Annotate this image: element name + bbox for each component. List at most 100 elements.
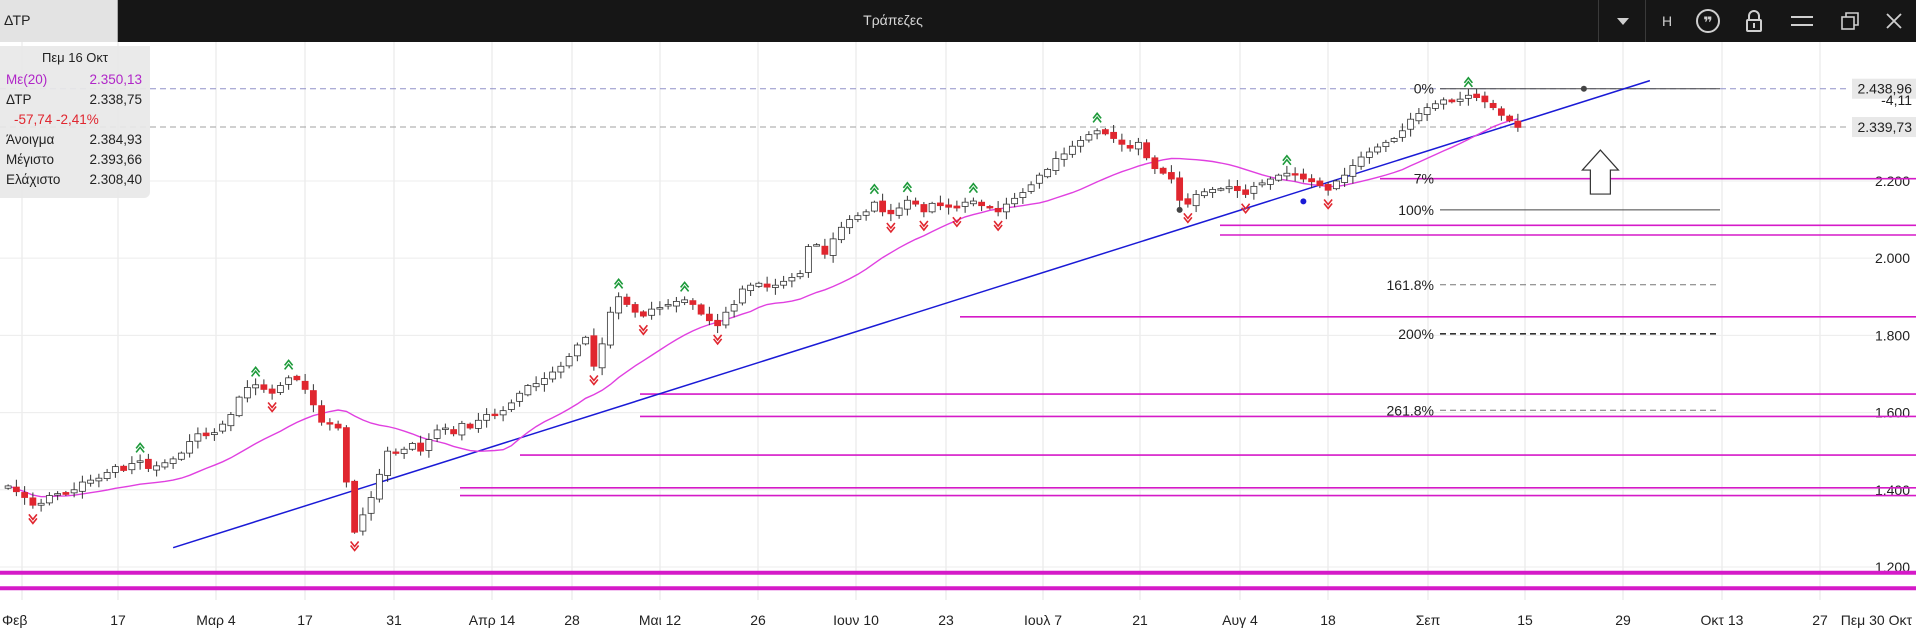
- chevron-down-button[interactable]: [1605, 0, 1641, 42]
- candle: [1209, 189, 1217, 193]
- candle: [903, 199, 911, 210]
- candle: [235, 396, 243, 417]
- candle: [425, 439, 433, 451]
- x-tick-label: Πεμ 30 Οκτ: [1841, 612, 1913, 628]
- y-tick-label: 1.600: [1875, 405, 1910, 421]
- quote-button[interactable]: ❞: [1688, 0, 1728, 42]
- candle: [1126, 145, 1134, 149]
- trendline: [172, 79, 1651, 549]
- candle: [1217, 188, 1225, 191]
- candle: [672, 301, 680, 307]
- candle: [738, 288, 746, 304]
- candle: [747, 284, 755, 291]
- signal-up-icon: [1092, 112, 1102, 123]
- candle: [491, 413, 499, 417]
- close-icon: [1886, 13, 1902, 29]
- candle: [615, 296, 623, 314]
- candle: [1374, 146, 1382, 153]
- candle: [1440, 99, 1448, 105]
- x-tick-label: 27: [1812, 612, 1828, 628]
- candle: [375, 473, 383, 500]
- candle: [648, 308, 656, 316]
- close-button[interactable]: [1874, 0, 1914, 42]
- open-label: Άνοιγμα: [6, 132, 55, 147]
- candle: [417, 442, 425, 452]
- signal-down-icon: [713, 334, 723, 346]
- candle: [1077, 140, 1085, 147]
- candle: [499, 410, 507, 416]
- restore-icon: [1841, 12, 1859, 30]
- svg-text:❞: ❞: [1703, 13, 1712, 32]
- candle: [1332, 180, 1340, 190]
- fib-label: 161.8%: [1387, 277, 1434, 293]
- candle: [590, 335, 598, 367]
- candle: [1002, 203, 1010, 213]
- candle: [1407, 118, 1415, 130]
- signal-down-icon: [886, 222, 896, 234]
- candle: [1035, 174, 1043, 184]
- signal-down-icon: [589, 374, 599, 386]
- candle: [854, 215, 862, 220]
- candle: [45, 495, 53, 504]
- candle: [62, 492, 70, 495]
- candle: [1423, 107, 1431, 115]
- candle: [1497, 108, 1505, 116]
- candle: [1365, 151, 1373, 158]
- h-button[interactable]: H: [1661, 13, 1673, 29]
- candle: [788, 277, 796, 282]
- candle: [186, 441, 194, 454]
- candle: [639, 311, 647, 317]
- candle: [763, 283, 771, 288]
- candle: [1101, 129, 1109, 135]
- candle: [29, 497, 37, 506]
- candle: [912, 200, 920, 205]
- ohlc-info-panel: Πεμ 16 Οκτ Με(20) 2.350,13 ΔΤΡ 2.338,75 …: [0, 46, 150, 198]
- candle: [466, 423, 474, 429]
- candle: [879, 200, 887, 213]
- candle: [1506, 115, 1514, 122]
- x-tick-label: 23: [938, 612, 954, 628]
- candle: [1143, 142, 1151, 159]
- ma-tag: -4,11: [1881, 92, 1912, 108]
- candle: [887, 209, 895, 215]
- candle: [1184, 198, 1192, 205]
- signal-up-icon: [680, 281, 690, 292]
- candle: [202, 432, 210, 437]
- candle: [252, 384, 260, 389]
- candle: [1085, 134, 1093, 141]
- y-tick-label: 2.000: [1875, 250, 1910, 266]
- candle: [87, 479, 95, 484]
- signal-down-icon: [1323, 198, 1333, 210]
- signal-up-icon: [1282, 154, 1292, 166]
- fib-label: 100%: [1398, 202, 1434, 218]
- x-tick-label: 28: [564, 612, 580, 628]
- candle: [1464, 94, 1472, 99]
- menu-button[interactable]: [1782, 0, 1822, 42]
- chevron-down-icon: [1617, 18, 1629, 25]
- chart-area[interactable]: 1.200 1.400 1.600 1.800 2.000 2.200 Φεβ 17 Μαρ 4…: [0, 42, 1916, 632]
- low-row: Ελάχιστο 2.308,40: [6, 172, 142, 190]
- signal-up-icon: [902, 181, 912, 193]
- candle: [681, 299, 689, 303]
- lock-button[interactable]: [1736, 0, 1772, 42]
- lock-icon: [1746, 10, 1762, 32]
- candle: [293, 375, 301, 381]
- low-label: Ελάχιστο: [6, 172, 61, 187]
- symbol-tab[interactable]: ΔΤΡ: [0, 0, 118, 42]
- fib-anchor-top: [1580, 85, 1587, 92]
- candle: [1151, 157, 1159, 170]
- restore-button[interactable]: [1830, 0, 1870, 42]
- candle: [458, 422, 466, 436]
- moving-average-line: [7, 118, 1519, 498]
- candle: [120, 465, 128, 471]
- last-value: 2.338,75: [89, 92, 142, 107]
- signal-down-icon: [952, 216, 962, 228]
- candle: [441, 427, 449, 430]
- candle: [829, 238, 837, 256]
- candle: [1060, 153, 1068, 160]
- quote-icon: ❞: [1696, 9, 1720, 33]
- signal-down-icon: [267, 401, 277, 413]
- candle: [1167, 172, 1175, 180]
- x-tick-label: Μαρ 4: [196, 612, 236, 628]
